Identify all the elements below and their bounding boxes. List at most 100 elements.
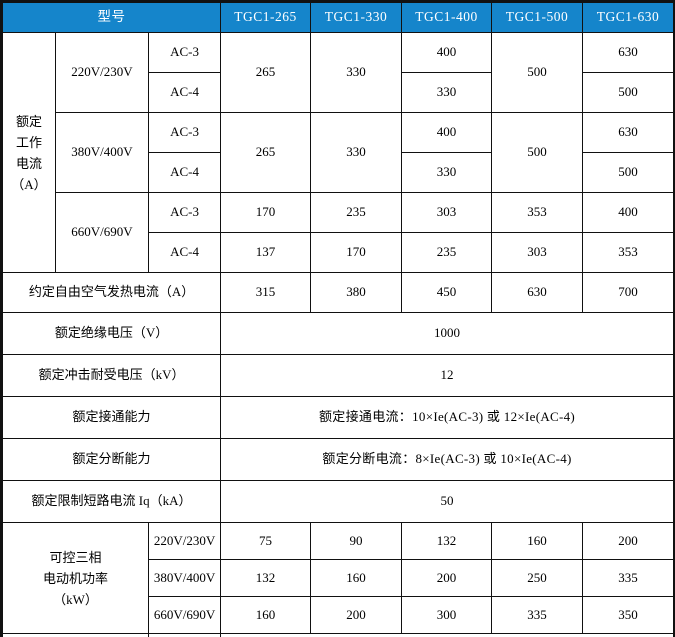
cell-660-ac4-1: 137 <box>220 232 312 273</box>
cell-220-265: 265 <box>220 32 312 113</box>
cell-220-ac4-400: 330 <box>401 72 493 113</box>
cell-660-ac3-3: 303 <box>401 192 493 233</box>
header-row: 型号 TGC1-265 TGC1-330 TGC1-400 TGC1-500 T… <box>2 2 673 33</box>
cell-220-330: 330 <box>310 32 403 113</box>
motor-voltage-660: 660V/690V <box>147 596 222 634</box>
motor-380-3: 200 <box>401 559 493 597</box>
motor-power-label-line: （kW） <box>53 591 98 607</box>
cell-380-ac3-400: 400 <box>401 112 493 153</box>
impulse-voltage-label: 额定冲击耐受电压（kV） <box>2 354 222 397</box>
header-cell-tgc1-400: TGC1-400 <box>401 2 493 33</box>
heat-current-row: 约定自由空气发热电流（A） 315 380 450 630 700 <box>2 272 673 313</box>
heat-current-1: 315 <box>220 272 312 313</box>
cell-660-ac3-1: 170 <box>220 192 312 233</box>
class-label-ac4: AC-4 <box>147 152 222 193</box>
motor-power-label-line: 电动机功率 <box>42 570 108 586</box>
cell-660-ac4-4: 303 <box>491 232 584 273</box>
motor-power-section-label: 可控三相 电动机功率 （kW） <box>2 522 149 634</box>
class-label-ac4: AC-4 <box>147 72 222 113</box>
heat-current-4: 630 <box>491 272 584 313</box>
rated-current-220-ac4-row: AC-4 330 500 <box>3 72 673 113</box>
cell-220-ac4-630: 500 <box>582 72 673 113</box>
motor-voltage-220: 220V/230V <box>147 522 222 560</box>
breaking-capacity-row: 额定分断能力 额定分断电流：8×Ie(AC-3) 或 10×Ie(AC-4) <box>2 438 673 481</box>
breaking-capacity-label: 额定分断能力 <box>2 438 222 481</box>
short-circuit-current-label: 额定限制短路电流 Iq（kA） <box>2 480 222 523</box>
making-capacity-value: 额定接通电流：10×Ie(AC-3) 或 12×Ie(AC-4) <box>220 396 673 439</box>
short-circuit-current-row: 额定限制短路电流 Iq（kA） 50 <box>2 480 673 523</box>
class-label-ac3: AC-3 <box>147 32 222 73</box>
cut-off-row <box>2 633 673 637</box>
motor-380-5: 335 <box>582 559 673 597</box>
class-label-ac4: AC-4 <box>147 232 222 273</box>
insulation-voltage-label: 额定绝缘电压（V） <box>2 312 222 355</box>
rated-current-label-line: 额定 <box>15 113 42 129</box>
motor-660-1: 160 <box>220 596 312 634</box>
rated-current-label-line: （A） <box>11 176 47 192</box>
header-cell-tgc1-500: TGC1-500 <box>491 2 584 33</box>
motor-660-3: 300 <box>401 596 493 634</box>
motor-220-2: 90 <box>310 522 403 560</box>
cell-220-ac3-400: 400 <box>401 32 493 73</box>
short-circuit-current-value: 50 <box>220 480 673 523</box>
motor-380-4: 250 <box>491 559 584 597</box>
impulse-voltage-row: 额定冲击耐受电压（kV） 12 <box>2 354 673 397</box>
cut-off-cell <box>2 633 149 637</box>
motor-660-2: 200 <box>310 596 403 634</box>
cell-660-ac3-5: 400 <box>582 192 673 233</box>
insulation-voltage-row: 额定绝缘电压（V） 1000 <box>2 312 673 355</box>
class-label-ac3: AC-3 <box>147 192 222 233</box>
cell-380-265: 265 <box>220 112 312 193</box>
making-capacity-row: 额定接通能力 额定接通电流：10×Ie(AC-3) 或 12×Ie(AC-4) <box>2 396 673 439</box>
cell-380-330: 330 <box>310 112 403 193</box>
rated-current-380-ac4-row: AC-4 330 500 <box>3 152 673 193</box>
motor-220-4: 160 <box>491 522 584 560</box>
motor-power-380-row: 380V/400V 132 160 200 250 335 <box>3 559 673 597</box>
motor-660-5: 350 <box>582 596 673 634</box>
motor-220-1: 75 <box>220 522 312 560</box>
cell-220-500: 500 <box>491 32 584 113</box>
header-cell-tgc1-330: TGC1-330 <box>310 2 403 33</box>
cell-220-ac3-630: 630 <box>582 32 673 73</box>
cell-660-ac4-2: 170 <box>310 232 403 273</box>
heat-current-2: 380 <box>310 272 403 313</box>
motor-power-label-line: 可控三相 <box>49 549 102 565</box>
motor-power-660-row: 660V/690V 160 200 300 335 350 <box>3 596 673 634</box>
cell-660-ac4-5: 353 <box>582 232 673 273</box>
voltage-label-380: 380V/400V <box>55 112 149 193</box>
cut-off-cell <box>147 633 222 637</box>
header-cell-tgc1-630: TGC1-630 <box>582 2 673 33</box>
motor-660-4: 335 <box>491 596 584 634</box>
cell-660-ac3-2: 235 <box>310 192 403 233</box>
rated-current-label-line: 电流 <box>15 155 42 171</box>
rated-current-660-ac4-row: AC-4 137 170 235 303 353 <box>3 232 673 273</box>
rated-current-section-label: 额定 工作 电流 （A） <box>2 32 56 273</box>
motor-220-3: 132 <box>401 522 493 560</box>
rated-current-380-ac3-row: 380V/400V AC-3 265 330 400 500 630 <box>3 112 673 193</box>
header-cell-model-label: 型号 <box>2 2 222 33</box>
voltage-label-220: 220V/230V <box>55 32 149 113</box>
rated-current-660-ac3-row: 660V/690V AC-3 170 235 303 353 400 <box>3 192 673 273</box>
heat-current-5: 700 <box>582 272 673 313</box>
heat-current-label: 约定自由空气发热电流（A） <box>2 272 222 313</box>
making-capacity-label: 额定接通能力 <box>2 396 222 439</box>
cell-380-500: 500 <box>491 112 584 193</box>
cell-380-ac3-630: 630 <box>582 112 673 153</box>
motor-voltage-380: 380V/400V <box>147 559 222 597</box>
motor-380-1: 132 <box>220 559 312 597</box>
rated-current-220-ac3-row: 额定 工作 电流 （A） 220V/230V AC-3 265 330 400 … <box>2 32 673 273</box>
rated-current-label-line: 工作 <box>15 134 42 150</box>
motor-power-220-row: 可控三相 电动机功率 （kW） 220V/230V 75 90 132 160 … <box>2 522 673 634</box>
cut-off-cell <box>220 633 673 637</box>
cell-660-ac3-4: 353 <box>491 192 584 233</box>
impulse-voltage-value: 12 <box>220 354 673 397</box>
motor-380-2: 160 <box>310 559 403 597</box>
insulation-voltage-value: 1000 <box>220 312 673 355</box>
class-label-ac3: AC-3 <box>147 112 222 153</box>
breaking-capacity-value: 额定分断电流：8×Ie(AC-3) 或 10×Ie(AC-4) <box>220 438 673 481</box>
voltage-label-660: 660V/690V <box>55 192 149 273</box>
cell-380-ac4-400: 330 <box>401 152 493 193</box>
header-cell-tgc1-265: TGC1-265 <box>220 2 312 33</box>
